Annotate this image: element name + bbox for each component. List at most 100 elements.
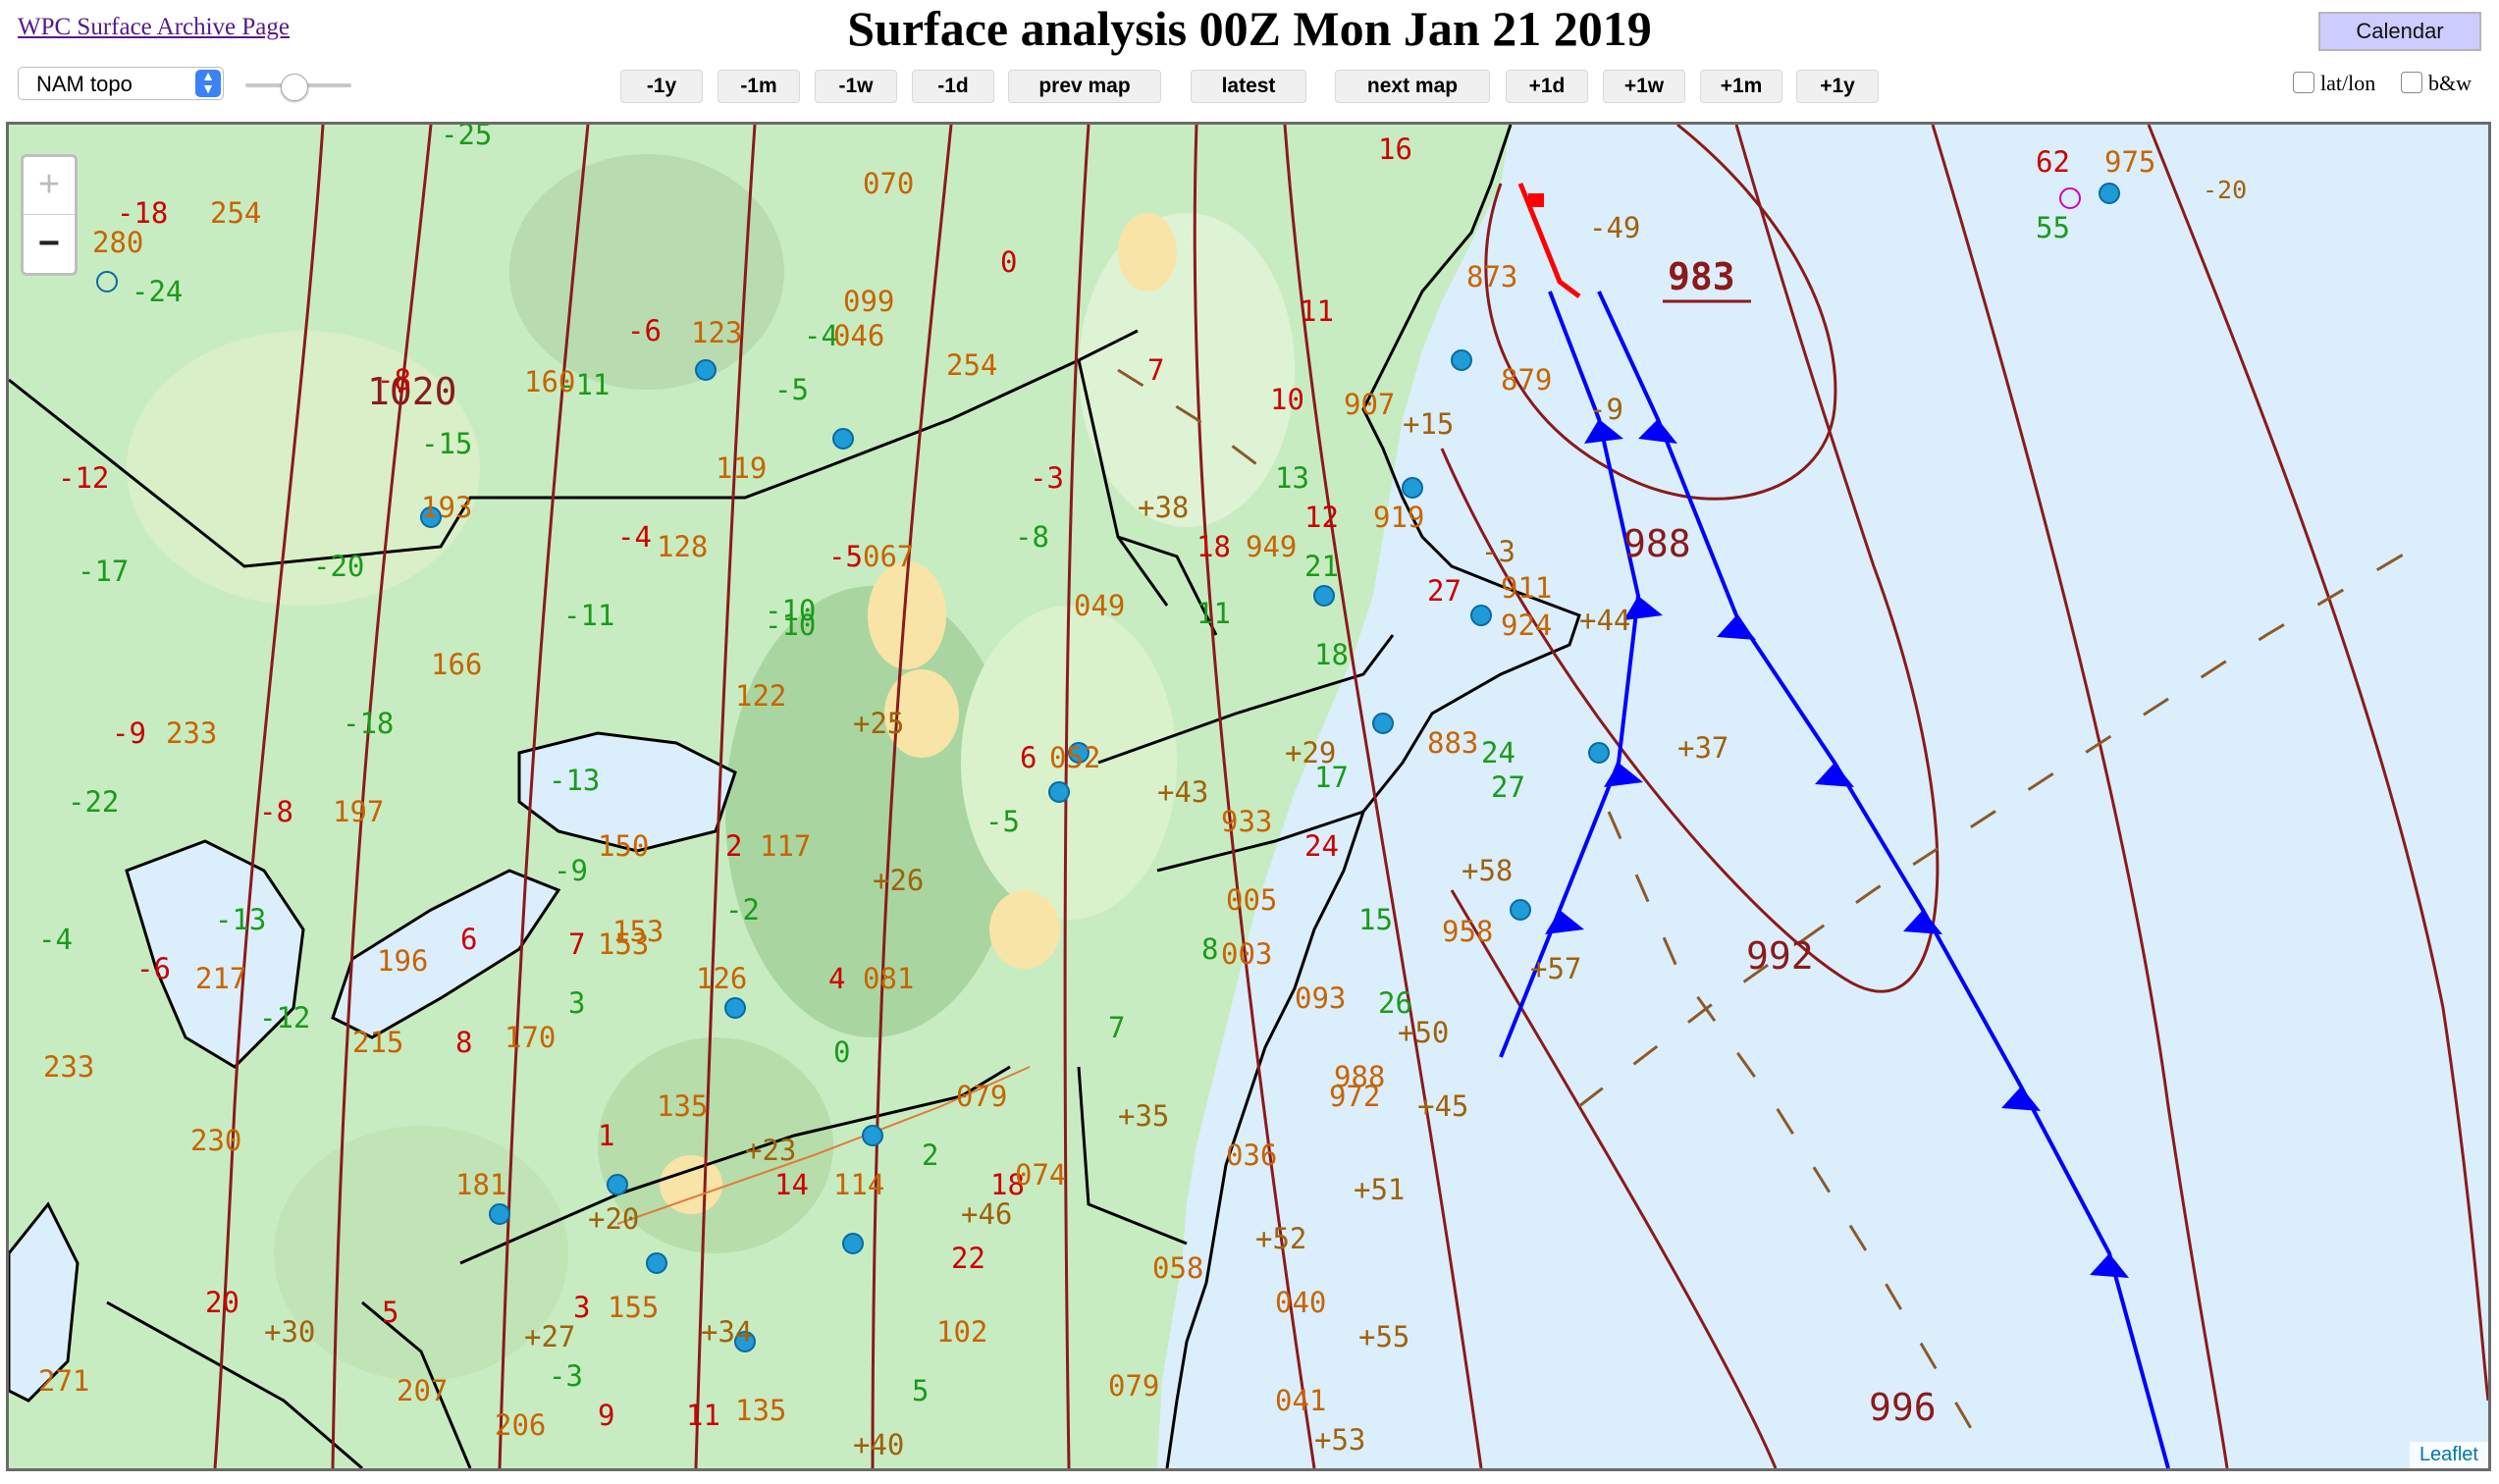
- isobar-label: 992: [1746, 934, 1814, 978]
- tendency-value: -3: [1481, 535, 1515, 568]
- zoom-out-button[interactable]: −: [37, 223, 61, 264]
- plus-1-day-button[interactable]: +1d: [1506, 70, 1588, 103]
- dewpoint-value: -24: [132, 275, 183, 308]
- pressure-value: 153: [612, 915, 664, 948]
- temp-value: 14: [774, 1168, 809, 1201]
- temp-value: 3: [573, 1291, 590, 1324]
- surface-analysis-map[interactable]: 1020 983 988 992 996 -18 -6 -8 -4 -5 -3 …: [9, 125, 2488, 1468]
- dewpoint-value: -13: [215, 903, 266, 936]
- next-map-button[interactable]: next map: [1335, 70, 1490, 103]
- select-arrows-icon: ▲ ▼: [195, 69, 221, 97]
- temp-value: 7: [568, 928, 585, 961]
- tendency-value: +50: [1398, 1016, 1449, 1049]
- terrain-shading: [274, 1126, 568, 1381]
- plus-1-year-button[interactable]: +1y: [1796, 70, 1879, 103]
- bw-checkbox[interactable]: b&w: [2401, 71, 2472, 96]
- lake-huron: [125, 839, 305, 1069]
- terrain-shading: [598, 1037, 833, 1253]
- isobar-label: 988: [1623, 522, 1691, 565]
- pressure-value: 197: [333, 795, 384, 828]
- pressure-value: 117: [760, 829, 811, 863]
- leaflet-attribution-link[interactable]: Leaflet: [2409, 1442, 2488, 1468]
- temp-value: 10: [1270, 383, 1304, 416]
- low-center-label: 983: [1668, 255, 1735, 298]
- state-borders: [9, 329, 1395, 1468]
- dewpoint-value: 0: [833, 1035, 850, 1069]
- temp-value: 16: [1378, 132, 1412, 166]
- tendency-value: -49: [1589, 211, 1640, 244]
- pressure-value: 155: [608, 1291, 659, 1324]
- tendency-value: -9: [1589, 393, 1623, 426]
- minus-1-year-button[interactable]: -1y: [620, 70, 703, 103]
- basemap-select[interactable]: NAM topo ▲ ▼: [18, 67, 224, 100]
- pressure-value: 150: [598, 829, 649, 863]
- pressure-value: 924: [1501, 609, 1552, 642]
- opacity-slider[interactable]: [245, 74, 351, 101]
- pressure-value: 206: [495, 1408, 546, 1442]
- archive-page-link[interactable]: WPC Surface Archive Page: [18, 14, 291, 40]
- pressure-value: 005: [1226, 883, 1277, 917]
- tendency-values: +25 +26 +23 +46 +30 +27 +34 +40 +55 +50 …: [264, 211, 1728, 1461]
- tendency-value: +38: [1138, 491, 1189, 524]
- pressure-value: 254: [946, 348, 997, 382]
- latest-button[interactable]: latest: [1191, 70, 1306, 103]
- temp-value: 2: [725, 829, 742, 863]
- pressure-value: 058: [1152, 1251, 1203, 1285]
- lake-michigan: [9, 1201, 80, 1403]
- map-viewport[interactable]: 1020 983 988 992 996 -18 -6 -8 -4 -5 -3 …: [6, 122, 2491, 1471]
- temp-value: 8: [455, 1026, 472, 1059]
- dewpoint-value: -2: [725, 893, 760, 927]
- terrain-shading: [509, 154, 784, 390]
- station-markers: [96, 183, 2120, 1352]
- temp-value: 18: [990, 1168, 1025, 1201]
- tendency-value: +25: [853, 707, 904, 740]
- dewpoint-value: -18: [343, 707, 394, 740]
- dewpoint-value: 11: [1196, 597, 1231, 630]
- pressure-value: 067: [863, 540, 914, 573]
- dewpoint-value: 17: [1314, 761, 1349, 794]
- tendency-value: +37: [1677, 731, 1728, 765]
- pressure-value: 040: [1275, 1286, 1326, 1319]
- temp-value: -8: [377, 363, 411, 397]
- tendency-value: +26: [873, 864, 924, 897]
- dewpoint-value: 24: [1481, 736, 1515, 769]
- minus-1-week-button[interactable]: -1w: [815, 70, 897, 103]
- pressure-value: 123: [691, 316, 742, 349]
- dewpoint-value: 27: [1491, 770, 1525, 804]
- pressure-value: 193: [421, 491, 472, 524]
- dewpoint-values: -25 -24 -15 -20 -11 -10 -17 -22 -18 -13 …: [38, 125, 1525, 1407]
- warm-front: [1517, 183, 1581, 298]
- coastline: [1165, 125, 1581, 1468]
- pressure-value: 215: [352, 1026, 403, 1059]
- pressure-value: 217: [195, 962, 246, 995]
- lake-erie: [331, 869, 561, 1039]
- plus-1-month-button[interactable]: +1m: [1700, 70, 1782, 103]
- minus-1-month-button[interactable]: -1m: [718, 70, 800, 103]
- dewpoint-value: 18: [1314, 638, 1349, 671]
- temp-value: 7: [1147, 353, 1164, 387]
- zoom-in-button[interactable]: +: [24, 157, 75, 215]
- dewpoint-value: -3: [549, 1359, 583, 1393]
- highland: [868, 561, 946, 669]
- calendar-button[interactable]: Calendar: [2318, 12, 2481, 51]
- plus-1-week-button[interactable]: +1w: [1603, 70, 1685, 103]
- pressure-value: 280: [92, 226, 143, 259]
- bw-checkbox-box[interactable]: [2401, 72, 2422, 93]
- latlon-checkbox[interactable]: lat/lon: [2293, 71, 2375, 96]
- bw-checkbox-label: b&w: [2428, 71, 2472, 95]
- tendency-value: +51: [1354, 1173, 1405, 1206]
- dewpoint-value: -4: [38, 923, 73, 956]
- dewpoint-value: 5: [912, 1374, 929, 1407]
- dewpoint-value: -4: [804, 319, 838, 352]
- tendency-value: +46: [961, 1197, 1012, 1231]
- pressure-value: 122: [735, 679, 786, 713]
- minus-1-day-button[interactable]: -1d: [912, 70, 994, 103]
- slider-thumb[interactable]: [281, 74, 308, 101]
- ship-tendency: -20: [2203, 176, 2247, 204]
- latlon-checkbox-box[interactable]: [2293, 72, 2314, 93]
- isobar-label: 1020: [367, 370, 457, 413]
- pressure-value: 230: [190, 1124, 241, 1157]
- dewpoint-value: -8: [1015, 520, 1049, 554]
- pressure-value: 135: [735, 1394, 786, 1427]
- prev-map-button[interactable]: prev map: [1008, 70, 1161, 103]
